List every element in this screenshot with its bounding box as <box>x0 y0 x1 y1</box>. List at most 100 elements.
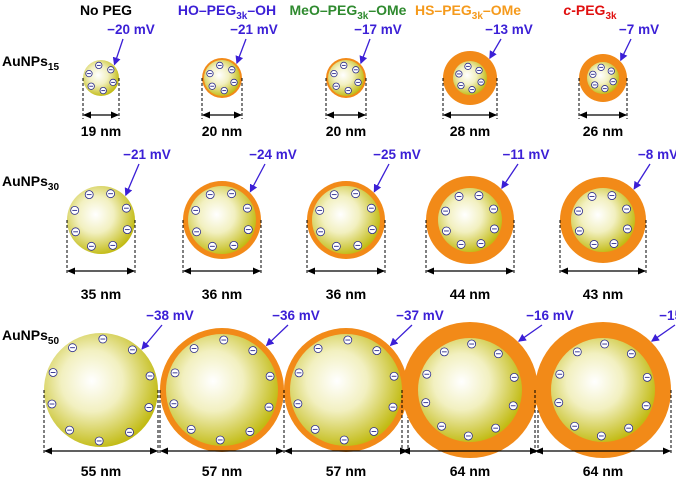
negative-charge-icon <box>99 87 107 95</box>
particle-4: 44 nm −11 mV <box>425 147 550 302</box>
negative-charge-icon <box>388 402 398 412</box>
diameter-dimension <box>559 220 647 275</box>
negative-charge-icon <box>144 403 154 412</box>
negative-charge-icon <box>352 66 360 74</box>
negative-charge-icon <box>293 399 303 409</box>
negative-charge-icon <box>354 78 362 86</box>
negative-charge-icon <box>227 189 237 199</box>
negative-charge-icon <box>343 335 353 345</box>
size-label: 26 nm <box>583 123 623 139</box>
gold-core <box>551 338 655 442</box>
row-1: AuNPs15 19 nm −20 mV 20 nm −21 mV 20 nm −17 mV… <box>2 22 659 139</box>
negative-charge-icon <box>87 82 95 90</box>
negative-charge-icon <box>329 190 339 200</box>
diameter-dimension <box>325 78 367 119</box>
negative-charge-icon <box>205 190 215 200</box>
negative-charge-icon <box>642 372 652 382</box>
zeta-potential-label: −15 mV <box>659 308 676 323</box>
negative-charge-icon <box>215 435 225 445</box>
negative-charge-icon <box>587 192 597 201</box>
negative-charge-icon <box>315 205 325 215</box>
negative-charge-icon <box>85 70 93 78</box>
diameter-dimension <box>534 390 672 455</box>
zeta-potential-label: −16 mV <box>526 308 574 323</box>
negative-charge-icon <box>437 421 447 431</box>
particle-4: 64 nm −16 mV <box>401 308 574 479</box>
negative-charge-icon <box>389 371 399 381</box>
negative-charge-icon <box>248 346 258 356</box>
zeta-potential-label: −24 mV <box>249 147 297 162</box>
pointer-arrow-icon <box>359 38 371 65</box>
gold-core <box>290 334 402 446</box>
gold-core <box>571 188 635 252</box>
particle-3: 57 nm −37 mV <box>283 308 444 479</box>
negative-charge-icon <box>589 240 599 249</box>
negative-charge-icon <box>489 204 498 214</box>
negative-charge-icon <box>128 345 137 355</box>
negative-charge-icon <box>107 66 115 74</box>
pointer-arrow-icon <box>650 324 676 342</box>
column-header-2: HO–PEG3k–OH <box>178 2 276 22</box>
column-header-5: c-PEG3k <box>563 2 617 22</box>
negative-charge-icon <box>422 369 432 379</box>
particle-3: 36 nm −25 mV <box>306 147 421 302</box>
negative-charge-icon <box>169 399 179 409</box>
diameter-dimension <box>82 78 120 119</box>
negative-charge-icon <box>597 63 605 71</box>
diameter-dimension <box>306 220 386 275</box>
negative-charge-icon <box>508 401 518 411</box>
zeta-potential-label: −11 mV <box>503 147 550 162</box>
negative-charge-icon <box>463 431 473 441</box>
negative-charge-icon <box>572 347 582 357</box>
particle-2: 20 nm −21 mV <box>201 22 278 139</box>
gold-core <box>188 186 256 254</box>
negative-charge-icon <box>170 368 180 378</box>
row-label: AuNPs50 <box>2 327 59 347</box>
negative-charge-icon <box>421 398 431 408</box>
negative-charge-icon <box>626 349 636 359</box>
negative-charge-icon <box>229 240 239 250</box>
particle-4: 28 nm −13 mV <box>442 22 533 139</box>
negative-charge-icon <box>372 346 382 356</box>
negative-charge-icon <box>353 240 363 250</box>
negative-charge-icon <box>330 70 338 78</box>
negative-charge-icon <box>601 85 609 93</box>
gold-core <box>438 188 502 252</box>
particle-1: 19 nm −20 mV <box>81 22 155 139</box>
negative-charge-icon <box>467 339 477 349</box>
negative-charge-icon <box>316 227 326 237</box>
column-header-4: HS–PEG3k–OMe <box>415 2 521 22</box>
diameter-dimension <box>43 390 159 455</box>
size-label: 36 nm <box>202 286 242 302</box>
column-header-1: No PEG <box>80 2 132 18</box>
negative-charge-icon <box>490 224 499 234</box>
diameter-dimension <box>182 220 262 275</box>
negative-charge-icon <box>609 78 617 86</box>
zeta-potential-label: −13 mV <box>485 22 533 37</box>
negative-charge-icon <box>555 369 565 379</box>
size-label: 28 nm <box>450 123 490 139</box>
negative-charge-icon <box>570 421 580 431</box>
negative-charge-icon <box>623 224 632 234</box>
negative-charge-icon <box>219 335 229 345</box>
negative-charge-icon <box>468 86 476 94</box>
negative-charge-icon <box>208 82 216 90</box>
pointer-arrow-icon <box>501 163 519 190</box>
negative-charge-icon <box>607 67 615 75</box>
negative-charge-icon <box>192 227 202 237</box>
size-label: 20 nm <box>202 123 242 139</box>
negative-charge-icon <box>641 401 651 411</box>
gold-core <box>44 333 158 447</box>
zeta-potential-label: −38 mV <box>146 308 194 323</box>
size-label: 44 nm <box>450 286 490 302</box>
negative-charge-icon <box>189 344 199 353</box>
negative-charge-icon <box>366 203 376 213</box>
pointer-arrow-icon <box>249 163 266 193</box>
negative-charge-icon <box>207 241 217 251</box>
negative-charge-icon <box>94 436 104 446</box>
negative-charge-icon <box>109 78 117 86</box>
negative-charge-icon <box>493 349 503 359</box>
negative-charge-icon <box>121 203 131 213</box>
negative-charge-icon <box>442 226 451 236</box>
